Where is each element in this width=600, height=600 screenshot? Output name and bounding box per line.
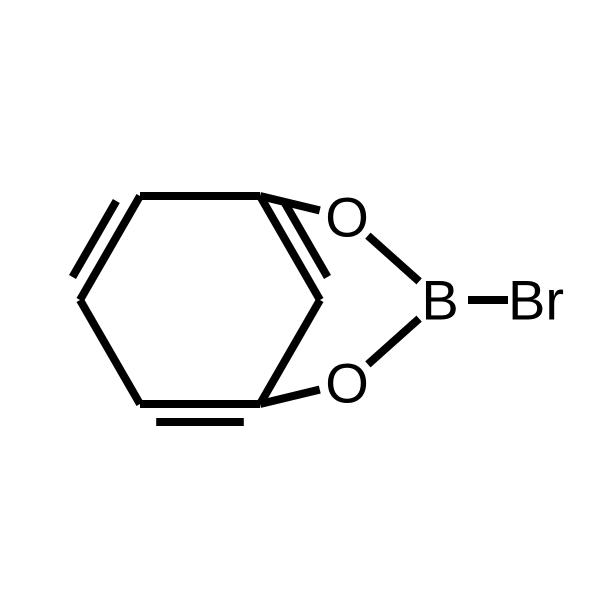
bond (368, 319, 419, 365)
bond (368, 236, 419, 282)
molecule-diagram: O OB Br (0, 0, 600, 600)
atom-label: Br (508, 269, 564, 332)
bond-inner (284, 201, 328, 277)
bond-inner (73, 201, 117, 277)
atom-label: O (325, 352, 369, 415)
bond (80, 300, 140, 404)
atom-label: O (325, 186, 369, 249)
atom-label: B (421, 269, 458, 332)
